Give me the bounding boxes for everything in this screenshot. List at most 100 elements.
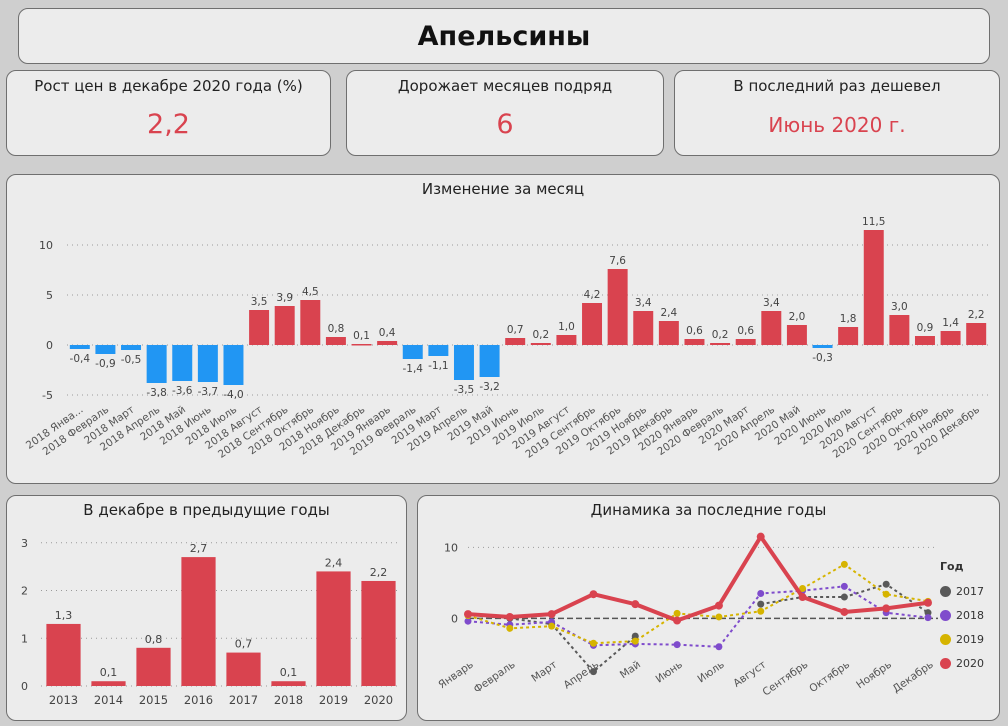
legend: Год 2017 2018 2019 2020 — [940, 560, 984, 675]
data-label: 11,5 — [862, 216, 885, 228]
y-tick-label: 1 — [21, 632, 28, 645]
bar — [633, 311, 654, 345]
data-label: 0,7 — [507, 324, 524, 336]
bar — [69, 345, 90, 349]
x-tick-label: Март — [529, 659, 559, 685]
bar — [761, 311, 782, 345]
legend-title: Год — [940, 560, 964, 573]
legend-item-2019[interactable]: 2019 — [940, 627, 984, 651]
kpi-label: Рост цен в декабре 2020 года (%) — [34, 77, 303, 95]
kpi-value: 2,2 — [147, 109, 190, 140]
bar — [812, 345, 833, 348]
data-label: 0,1 — [280, 666, 298, 679]
data-label: 0,2 — [712, 329, 729, 341]
series-point-2018 — [924, 614, 932, 622]
bar — [146, 345, 167, 383]
legend-dot — [940, 633, 951, 645]
series-point-2019 — [799, 585, 807, 593]
data-label: 0,1 — [100, 666, 118, 679]
data-label: -3,7 — [198, 386, 219, 398]
bar — [505, 338, 526, 345]
chart-title: В декабре в предыдущие годы — [83, 501, 330, 519]
series-point-2017 — [882, 580, 890, 588]
bar — [300, 300, 321, 345]
series-point-2017 — [589, 668, 597, 676]
x-tick-label: Август — [731, 659, 768, 690]
bar — [710, 343, 731, 345]
data-label: 2,2 — [370, 566, 388, 579]
bar — [95, 345, 116, 354]
bar — [453, 345, 474, 380]
series-line-2019 — [467, 563, 929, 645]
data-label: 3,9 — [276, 292, 293, 304]
series-point-2020 — [924, 598, 932, 607]
x-tick-label: 2020 — [364, 693, 393, 707]
data-label: 1,8 — [840, 313, 857, 325]
series-point-2020 — [756, 532, 765, 541]
bar — [274, 306, 295, 345]
data-label: 4,2 — [584, 289, 601, 301]
december-years-chart: 3 2 1 0 1,3 2013 0,1 2014 0,8 2015 2,7 2016 0,7 2017 0… — [21, 537, 401, 707]
series-point-2019 — [673, 609, 681, 617]
bar — [684, 339, 705, 345]
data-label: -3,2 — [479, 381, 500, 393]
bar — [226, 652, 261, 686]
x-tick-label: 2015 — [139, 693, 168, 707]
kpi-value: Июнь 2020 г. — [768, 113, 906, 137]
series-point-2020 — [547, 610, 556, 619]
x-tick-label: 2018 — [274, 693, 303, 707]
series-point-2019 — [840, 560, 848, 568]
x-tick-label: 2017 — [229, 693, 258, 707]
legend-item-2020[interactable]: 2020 — [940, 651, 984, 675]
bar — [172, 345, 193, 381]
data-label: 2,7 — [190, 542, 208, 555]
data-label: -1,4 — [403, 363, 424, 375]
data-label: 7,6 — [609, 255, 626, 267]
data-label: -0,9 — [95, 358, 116, 370]
series-point-2020 — [673, 616, 682, 625]
series-point-2020 — [505, 612, 514, 621]
data-label: 3,4 — [763, 297, 780, 309]
bar — [181, 557, 216, 686]
data-label: -0,3 — [812, 352, 833, 364]
bar — [966, 323, 987, 345]
y-tick-label: 10 — [444, 541, 458, 554]
bar — [271, 681, 306, 686]
legend-item-2017[interactable]: 2017 — [940, 579, 984, 603]
bar — [121, 345, 142, 350]
y-tick-label: 2 — [21, 585, 28, 598]
data-label: 0,9 — [917, 322, 934, 334]
series-point-2019 — [506, 624, 514, 632]
kpi-label: Дорожает месяцев подряд — [397, 77, 613, 95]
x-tick-label: Февраль — [472, 659, 518, 696]
legend-label: 2018 — [956, 608, 984, 622]
data-label: -4,0 — [223, 389, 244, 401]
bar — [46, 623, 81, 686]
data-label: 0,8 — [145, 633, 163, 646]
bar — [325, 337, 346, 345]
series-point-2020 — [589, 590, 598, 599]
series-line-2018 — [467, 585, 929, 648]
kpi-label: В последний раз дешевел — [733, 77, 941, 95]
y-tick-label: 0 — [21, 680, 28, 693]
december-years-card: В декабре в предыдущие годы 3 2 1 0 1,3 2013 0… — [6, 495, 407, 721]
bar — [556, 335, 577, 345]
x-tick-label: Ноябрь — [854, 659, 894, 692]
bar — [786, 325, 807, 345]
legend-item-2018[interactable]: 2018 — [940, 603, 984, 627]
title-card: Апельсины — [18, 8, 990, 64]
bar — [316, 571, 351, 686]
bar — [223, 345, 244, 385]
bar — [940, 331, 961, 345]
series-point-2017 — [757, 600, 765, 608]
x-tick-label: Июль — [696, 659, 727, 686]
bar — [658, 321, 679, 345]
legend-label: 2019 — [956, 632, 984, 646]
bar — [479, 345, 500, 377]
data-label: -3,6 — [172, 385, 193, 397]
series-point-2020 — [882, 604, 891, 613]
x-tick-label: Январь — [436, 659, 475, 692]
bar — [377, 341, 398, 345]
